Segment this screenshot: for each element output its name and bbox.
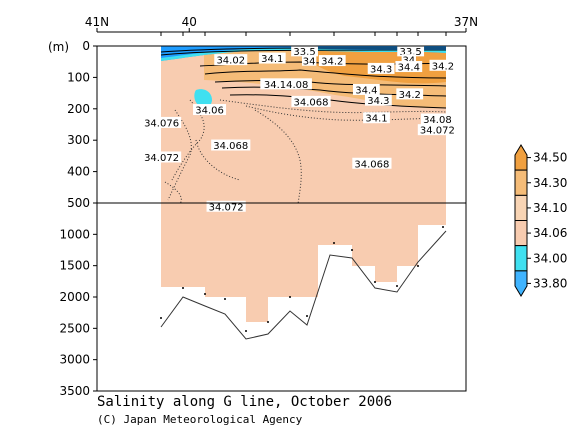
- contour-label-box: [363, 112, 390, 124]
- y-tick-label: 2500: [59, 321, 90, 335]
- contour-label-box: [258, 52, 286, 64]
- contour-label-box: [211, 139, 251, 151]
- contour-label-box: [141, 116, 182, 128]
- colorbar-swatch: [514, 245, 528, 272]
- contour-label: 33.5: [293, 47, 315, 58]
- contour-label: 34.08: [423, 115, 452, 126]
- low-salinity-lens: [194, 89, 212, 108]
- contour-label: 34: [303, 56, 316, 67]
- y-tick-label: 0: [82, 39, 90, 53]
- contour-label-box: [291, 95, 331, 107]
- colorbar: 34.50 34.30 34.10 34.06 34.00 33.80: [514, 144, 567, 297]
- y-tick-label: 2000: [59, 290, 90, 304]
- contour-label-box: [141, 151, 182, 163]
- station-markers: [160, 226, 444, 332]
- contour-label-box: [364, 94, 392, 106]
- contour-label-box: [260, 78, 312, 90]
- y-tick-label: 3500: [59, 384, 90, 398]
- station-ticks: [160, 32, 447, 36]
- contour-label-box: [206, 200, 246, 212]
- contour-label: 34.2: [399, 90, 421, 101]
- contour-label: 33.5: [400, 47, 422, 58]
- y-tick-label: 100: [67, 70, 90, 84]
- contour-label: 34.072: [420, 126, 455, 137]
- contour-label: 34.1: [365, 114, 387, 125]
- x-tick-labels: 41N 40 37N: [85, 15, 478, 32]
- contour-labels: 34.0234.133.53434.234.333.53434.434.234.…: [141, 46, 458, 213]
- contour-label-box: [417, 124, 458, 136]
- contour-label-box: [401, 54, 417, 66]
- colorbar-swatch: [514, 194, 528, 221]
- chart-title: Salinity along G line, October 2006: [97, 394, 393, 410]
- x-tick-label: 37N: [454, 15, 478, 29]
- contour-label-box: [352, 83, 380, 95]
- y-tick-labels: 0 100 200 300 400 500 1000 1500 2000 2500 3000 3500: [59, 39, 97, 398]
- colorbar-swatch: [514, 169, 528, 196]
- contour-label-box: [352, 157, 392, 169]
- contour-label-box: [318, 55, 346, 67]
- y-tick-label: 1500: [59, 259, 90, 273]
- colorbar-label: 34.06: [533, 226, 567, 240]
- bottom-depth-line: [160, 230, 447, 340]
- contour-label-box: [420, 113, 454, 125]
- colorbar-label: 34.30: [533, 176, 567, 190]
- y-tick-label: 500: [67, 196, 90, 210]
- contour-label-box: [301, 54, 317, 66]
- contour-label-box: [367, 62, 395, 74]
- contour-label: 34.3: [367, 96, 389, 107]
- contour-label-box: [395, 61, 423, 73]
- chart-credit: (C) Japan Meteorological Agency: [97, 413, 303, 426]
- colorbar-label: 34.50: [533, 151, 567, 165]
- seafloor-mask: [161, 225, 446, 391]
- y-tick-label: 300: [67, 133, 90, 147]
- y-tick-label: 3000: [59, 353, 90, 367]
- contour-label: 34.2: [321, 57, 343, 68]
- contour-label-box: [193, 104, 227, 116]
- colorbar-label: 34.10: [533, 201, 567, 215]
- y-tick-label: 200: [67, 102, 90, 116]
- colorbar-swatch: [514, 270, 528, 297]
- contour-label-box: [397, 46, 425, 57]
- plot-frame: [96, 45, 467, 392]
- x-tick-label: 41N: [85, 15, 109, 29]
- colorbar-label: 33.80: [533, 276, 567, 290]
- contour-label: 34.4: [355, 85, 377, 96]
- contour-label-box: [291, 46, 318, 57]
- colorbar-swatch: [514, 144, 528, 171]
- contour-label: 34.14.08: [264, 80, 309, 91]
- contour-label: 34.02: [216, 56, 245, 67]
- y-tick-label: 400: [67, 165, 90, 179]
- colorbar-swatch: [514, 220, 528, 247]
- y-axis-label: (m): [48, 40, 69, 54]
- contour-label-box: [214, 54, 248, 66]
- x-tick-label: 40: [182, 15, 197, 29]
- contour-label: 34.068: [213, 141, 248, 152]
- contour-label-box: [396, 88, 424, 100]
- contour-label: 34.06: [195, 106, 224, 117]
- contour-label: 34.072: [209, 202, 244, 213]
- contour-label: 34.4: [398, 63, 420, 74]
- dotted-contours: [164, 99, 447, 205]
- contour-label: 34.2: [432, 61, 454, 72]
- contour-label: 34.076: [144, 118, 179, 129]
- contour-label: 34.068: [294, 97, 329, 108]
- contour-label: 34.3: [370, 64, 392, 75]
- colorbar-label: 34.00: [533, 251, 567, 265]
- contour-label: 34.1: [261, 54, 283, 65]
- contour-label-box: [429, 59, 457, 71]
- contour-label: 34.072: [144, 153, 179, 164]
- contour-label: 34.068: [354, 159, 389, 170]
- y-tick-label: 1000: [59, 227, 90, 241]
